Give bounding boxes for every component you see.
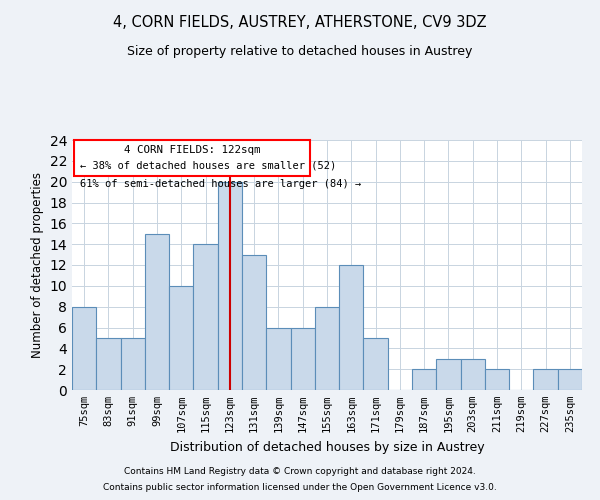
Text: 4 CORN FIELDS: 122sqm: 4 CORN FIELDS: 122sqm — [124, 145, 260, 155]
Bar — [339, 265, 364, 390]
FancyBboxPatch shape — [74, 140, 310, 176]
Bar — [485, 369, 509, 390]
Text: Contains public sector information licensed under the Open Government Licence v3: Contains public sector information licen… — [103, 484, 497, 492]
Text: Contains HM Land Registry data © Crown copyright and database right 2024.: Contains HM Land Registry data © Crown c… — [124, 467, 476, 476]
Text: 4, CORN FIELDS, AUSTREY, ATHERSTONE, CV9 3DZ: 4, CORN FIELDS, AUSTREY, ATHERSTONE, CV9… — [113, 15, 487, 30]
Bar — [169, 286, 193, 390]
Bar — [218, 182, 242, 390]
Bar — [193, 244, 218, 390]
X-axis label: Distribution of detached houses by size in Austrey: Distribution of detached houses by size … — [170, 440, 484, 454]
Text: 61% of semi-detached houses are larger (84) →: 61% of semi-detached houses are larger (… — [80, 179, 361, 188]
Bar — [266, 328, 290, 390]
Bar — [436, 359, 461, 390]
Bar — [145, 234, 169, 390]
Bar — [558, 369, 582, 390]
Y-axis label: Number of detached properties: Number of detached properties — [31, 172, 44, 358]
Bar — [364, 338, 388, 390]
Bar — [290, 328, 315, 390]
Text: ← 38% of detached houses are smaller (52): ← 38% of detached houses are smaller (52… — [80, 160, 336, 170]
Bar — [412, 369, 436, 390]
Bar — [96, 338, 121, 390]
Text: Size of property relative to detached houses in Austrey: Size of property relative to detached ho… — [127, 45, 473, 58]
Bar — [461, 359, 485, 390]
Bar — [315, 306, 339, 390]
Bar — [242, 254, 266, 390]
Bar — [72, 306, 96, 390]
Bar — [121, 338, 145, 390]
Bar — [533, 369, 558, 390]
